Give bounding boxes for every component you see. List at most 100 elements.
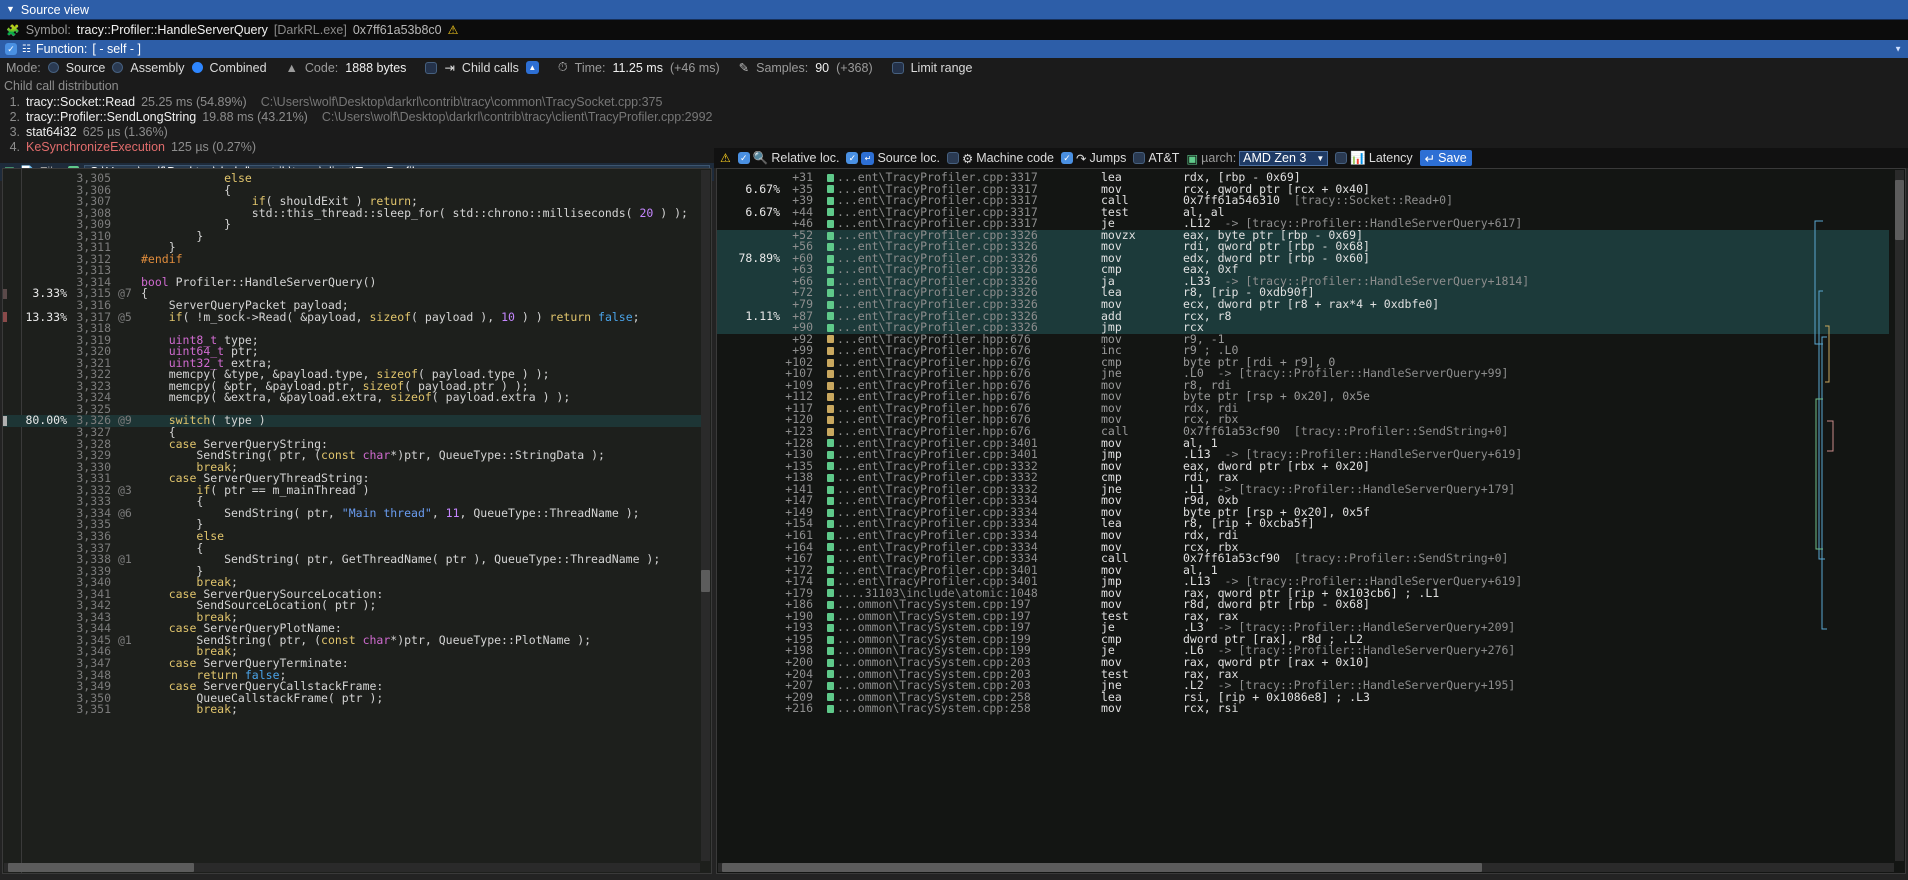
assembly-line[interactable]: +128 ...ent\TracyProfiler.cpp:3401 mov al, … (717, 435, 1889, 450)
assembly-line[interactable]: +154 ...ent\TracyProfiler.cpp:3334 lea r8, … (717, 518, 1889, 530)
assembly-source-location[interactable]: ...ent\TracyProfiler.cpp:3326 (837, 227, 1038, 242)
source-line[interactable]: 3,344 case ServerQueryPlotName: (3, 623, 703, 635)
assembly-source-location[interactable]: ...ommon\TracySystem.cpp:199 (837, 643, 1031, 658)
warning-triangle-icon[interactable]: ⚠ (720, 151, 731, 165)
child-call-row[interactable]: 2. tracy::Profiler::SendLongString 19.88 m… (0, 110, 1908, 125)
assembly-source-location[interactable]: ...ent\TracyProfiler.cpp:3317 (837, 204, 1038, 219)
assembly-line[interactable]: +190 ...ommon\TracySystem.cpp:197 test rax,… (717, 610, 1889, 623)
child-call-row[interactable]: 3. stat64i32 625 µs (1.36%) (0, 125, 1908, 140)
assembly-line[interactable]: +207 ...ommon\TracySystem.cpp:203 jne .L2 -… (717, 680, 1889, 692)
source-line[interactable]: 3,333 { (3, 496, 703, 508)
source-line[interactable]: 80.00% 3,326 @9 switch( type ) (3, 415, 703, 428)
source-line[interactable]: 3,325 (3, 403, 703, 416)
assembly-line[interactable]: +117 ...ent\TracyProfiler.hpp:676 mov rdx, … (717, 402, 1889, 415)
child-call-name[interactable]: tracy::Socket::Read (26, 95, 136, 109)
assembly-panel[interactable]: +31 ...ent\TracyProfiler.cpp:3317 lea rdx, … (716, 168, 1906, 874)
assembly-line[interactable]: +147 ...ent\TracyProfiler.cpp:3334 mov r9d,… (717, 495, 1889, 507)
source-line[interactable]: 3,331 case ServerQueryThreadString: (3, 472, 703, 485)
assembly-source-location[interactable]: ...ent\TracyProfiler.cpp:3326 (837, 297, 1038, 312)
assembly-line[interactable]: +130 ...ent\TracyProfiler.cpp:3401 jmp .L13… (717, 449, 1889, 461)
assembly-line[interactable]: +174 ...ent\TracyProfiler.cpp:3401 jmp .L13… (717, 576, 1889, 588)
mode-option-assembly[interactable]: Assembly (130, 60, 185, 75)
mode-radio-assembly[interactable] (112, 62, 124, 73)
assembly-source-location[interactable]: ...ent\TracyProfiler.cpp:3326 (837, 285, 1038, 300)
assembly-line[interactable]: +52 ...ent\TracyProfiler.cpp:3326 movzx eax… (717, 227, 1889, 242)
assembly-source-location[interactable]: ...ent\TracyProfiler.cpp:3334 (837, 516, 1038, 531)
relative-loc-checkbox[interactable]: ✓ (737, 152, 750, 164)
source-line[interactable]: 3,324 memcpy( &extra, &payload.extra, si… (3, 392, 703, 404)
assembly-line[interactable]: +99 ...ent\TracyProfiler.hpp:676 inc r9 ; .… (717, 345, 1889, 357)
assembly-source-location[interactable]: ...ent\TracyProfiler.cpp:3334 (837, 527, 1038, 542)
assembly-source-location[interactable]: ...ommon\TracySystem.cpp:258 (837, 701, 1031, 716)
assembly-source-location[interactable]: ...ent\TracyProfiler.cpp:3326 (837, 262, 1038, 277)
source-line[interactable]: 3,320 uint64_t ptr; (3, 345, 703, 358)
assembly-source-location[interactable]: ...ent\TracyProfiler.cpp:3332 (837, 470, 1038, 485)
mode-radio-source[interactable] (47, 62, 59, 73)
assembly-line[interactable]: +66 ...ent\TracyProfiler.cpp:3326 ja .L33 -… (717, 273, 1889, 288)
limit-range-label[interactable]: Limit range (910, 60, 973, 75)
latency-label[interactable]: Latency (1368, 151, 1413, 165)
assembly-source-location[interactable]: ...ent\TracyProfiler.cpp:3326 (837, 239, 1038, 254)
latency-checkbox[interactable] (1335, 152, 1348, 164)
assembly-line[interactable]: +109 ...ent\TracyProfiler.hpp:676 mov r8, r… (717, 377, 1889, 392)
assembly-line[interactable]: +186 ...ommon\TracySystem.cpp:197 mov r8d, … (717, 599, 1889, 611)
assembly-line[interactable]: 6.67% +44 ...ent\TracyProfiler.cpp:3317 tes… (717, 204, 1889, 219)
source-line[interactable]: 3,332 @3 if( ptr == m_mainThread ) (3, 484, 703, 497)
child-call-row[interactable]: 1. tracy::Socket::Read 25.25 ms (54.89%) C:… (0, 95, 1908, 110)
assembly-line[interactable]: +195 ...ommon\TracySystem.cpp:199 cmp dword… (717, 633, 1889, 646)
source-loc-label[interactable]: Source loc. (877, 151, 940, 165)
assembly-line[interactable]: +46 ...ent\TracyProfiler.cpp:3317 je .L12 -… (717, 218, 1889, 230)
assembly-source-location[interactable]: ...ent\TracyProfiler.cpp:3317 (837, 193, 1038, 208)
child-call-name[interactable]: tracy::Profiler::SendLongString (26, 110, 197, 124)
function-row[interactable]: ✓ ☷ Function: [ - self - ] ▼ (0, 40, 1908, 58)
mode-radio-combined[interactable] (191, 62, 203, 73)
source-vscroll-thumb[interactable] (701, 570, 710, 592)
assembly-source-location[interactable]: ...ent\TracyProfiler.hpp:676 (837, 377, 1031, 392)
source-line[interactable]: 13.33% 3,317 @5 if( !m_sock->Read( &payloa… (3, 311, 703, 324)
relative-loc-label[interactable]: Relative loc. (771, 151, 840, 165)
source-line[interactable]: 3,322 memcpy( &type, &payload.type, size… (3, 369, 703, 381)
assembly-line[interactable]: +92 ...ent\TracyProfiler.hpp:676 mov r9, -1 (717, 331, 1889, 346)
assembly-source-location[interactable]: ...ommon\TracySystem.cpp:203 (837, 654, 1031, 669)
assembly-source-location[interactable]: ...ent\TracyProfiler.cpp:3326 (837, 250, 1038, 265)
assembly-line[interactable]: +90 ...ent\TracyProfiler.cpp:3326 jmp rcx (717, 322, 1889, 334)
machine-code-checkbox[interactable] (946, 152, 959, 164)
assembly-line[interactable]: +200 ...ommon\TracySystem.cpp:203 mov rax, … (717, 654, 1889, 669)
assembly-line[interactable]: +179 ....31103\include\atomic:1048 mov rax,… (717, 587, 1889, 600)
assembly-source-location[interactable]: ...ent\TracyProfiler.cpp:3326 (837, 273, 1038, 288)
source-line[interactable]: 3,318 (3, 323, 703, 335)
machine-code-label[interactable]: Machine code (976, 151, 1055, 165)
source-line[interactable]: 3,335 } (3, 519, 703, 531)
assembly-source-location[interactable]: ...ommon\TracySystem.cpp:203 (837, 678, 1031, 693)
source-line[interactable]: 3.33% 3,315 @7 { (3, 288, 703, 300)
source-line[interactable]: 3,338 @1 SendString( ptr, GetThreadName( … (3, 553, 703, 566)
assembly-line[interactable]: +172 ...ent\TracyProfiler.cpp:3401 mov al, … (717, 564, 1889, 577)
source-line[interactable]: 3,340 break; (3, 576, 703, 589)
function-checkbox[interactable]: ✓ (5, 43, 17, 55)
assembly-line[interactable]: +112 ...ent\TracyProfiler.hpp:676 mov byte … (717, 391, 1889, 403)
source-horizontal-scrollbar[interactable] (4, 863, 700, 872)
source-line[interactable]: 3,313 (3, 265, 703, 277)
assembly-line[interactable]: +193 ...ommon\TracySystem.cpp:197 je .L3 ->… (717, 622, 1889, 634)
assembly-line[interactable]: +72 ...ent\TracyProfiler.cpp:3326 lea r8, [… (717, 285, 1889, 300)
assembly-line[interactable]: +138 ...ent\TracyProfiler.cpp:3332 cmp rdi,… (717, 472, 1889, 484)
symbol-name[interactable]: tracy::Profiler::HandleServerQuery (76, 23, 268, 37)
source-line[interactable]: 3,336 else (3, 530, 703, 543)
assembly-line[interactable]: +120 ...ent\TracyProfiler.hpp:676 mov rcx, … (717, 414, 1889, 426)
source-line[interactable]: 3,321 uint32_t extra; (3, 357, 703, 370)
source-line[interactable]: 3,312 #endif (3, 253, 703, 266)
assembly-source-location[interactable]: ...ommon\TracySystem.cpp:197 (837, 597, 1031, 612)
assembly-source-location[interactable]: ...ent\TracyProfiler.cpp:3332 (837, 481, 1038, 496)
assembly-line[interactable]: +209 ...ommon\TracySystem.cpp:258 lea rsi, … (717, 691, 1889, 704)
assembly-source-location[interactable]: ...ent\TracyProfiler.cpp:3401 (837, 435, 1038, 450)
uarch-select[interactable]: AMD Zen 3 ▼ (1239, 150, 1329, 166)
mode-option-source[interactable]: Source (65, 60, 106, 75)
source-hscroll-thumb[interactable] (8, 863, 194, 872)
source-line[interactable]: 3,346 break; (3, 646, 703, 658)
assembly-source-location[interactable]: ...ent\TracyProfiler.hpp:676 (837, 331, 1031, 346)
assembly-source-location[interactable]: ...ent\TracyProfiler.hpp:676 (837, 389, 1031, 404)
assembly-line[interactable]: 78.89% +60 ...ent\TracyProfiler.cpp:3326 mo… (717, 250, 1889, 265)
assembly-line[interactable]: 1.11% +87 ...ent\TracyProfiler.cpp:3326 add… (717, 310, 1889, 323)
assembly-line[interactable]: +135 ...ent\TracyProfiler.cpp:3332 mov eax,… (717, 460, 1889, 473)
source-code-panel[interactable]: 3,305 else 3,306 {3,307 if( shouldExit ) … (2, 168, 712, 874)
